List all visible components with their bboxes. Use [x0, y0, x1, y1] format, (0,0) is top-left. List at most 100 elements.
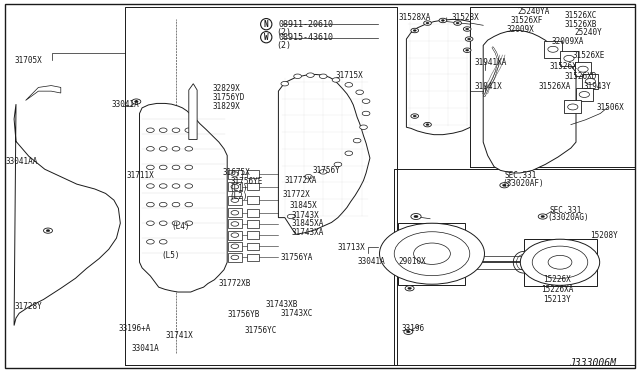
- Circle shape: [463, 27, 471, 31]
- Circle shape: [404, 329, 413, 334]
- Circle shape: [44, 228, 52, 233]
- Text: 31756YD: 31756YD: [212, 93, 245, 102]
- Circle shape: [134, 100, 138, 103]
- Circle shape: [185, 147, 193, 151]
- Text: 15226X: 15226X: [543, 275, 570, 284]
- Text: 31756YA: 31756YA: [280, 253, 313, 262]
- Text: N: N: [264, 20, 269, 29]
- Text: 31705X: 31705X: [14, 56, 42, 65]
- Circle shape: [147, 202, 154, 207]
- Circle shape: [426, 124, 429, 125]
- Circle shape: [578, 66, 588, 72]
- Text: 31772X: 31772X: [283, 190, 310, 199]
- Circle shape: [411, 114, 419, 118]
- Circle shape: [147, 165, 154, 170]
- Circle shape: [380, 223, 484, 284]
- Text: 31845XA: 31845XA: [291, 219, 324, 228]
- Text: 31526XC: 31526XC: [564, 11, 597, 20]
- Circle shape: [411, 214, 421, 219]
- Circle shape: [360, 125, 367, 129]
- Circle shape: [159, 240, 167, 244]
- Text: (L2): (L2): [229, 192, 248, 201]
- Bar: [228, 231, 242, 240]
- Text: 31526XB: 31526XB: [564, 20, 597, 29]
- Bar: [247, 170, 259, 178]
- Text: 31756YB: 31756YB: [227, 310, 260, 319]
- Text: (2): (2): [276, 41, 291, 50]
- Bar: [228, 208, 242, 217]
- Circle shape: [159, 202, 167, 207]
- Ellipse shape: [56, 211, 72, 228]
- Circle shape: [538, 214, 547, 219]
- Bar: [228, 253, 242, 262]
- Circle shape: [413, 243, 451, 264]
- Circle shape: [231, 185, 239, 189]
- Text: 29010X: 29010X: [398, 257, 426, 266]
- Circle shape: [414, 215, 418, 218]
- Text: 31941XA: 31941XA: [475, 58, 508, 67]
- Circle shape: [172, 221, 180, 225]
- Text: 31772XA: 31772XA: [285, 176, 317, 185]
- Circle shape: [362, 99, 370, 103]
- Circle shape: [548, 46, 558, 52]
- Circle shape: [231, 255, 239, 260]
- Circle shape: [463, 48, 471, 52]
- Text: (2): (2): [276, 28, 291, 37]
- Circle shape: [172, 184, 180, 188]
- Text: 33041A: 33041A: [131, 344, 159, 353]
- Circle shape: [172, 202, 180, 207]
- Circle shape: [319, 170, 327, 174]
- Text: 31743X: 31743X: [291, 211, 319, 219]
- Bar: [576, 88, 593, 101]
- Text: W: W: [264, 33, 269, 42]
- Bar: [398, 223, 465, 285]
- Circle shape: [334, 162, 342, 167]
- Text: 32009XA: 32009XA: [552, 37, 584, 46]
- Circle shape: [541, 215, 545, 218]
- Circle shape: [185, 221, 193, 225]
- Text: 15213Y: 15213Y: [543, 295, 570, 304]
- Circle shape: [394, 232, 470, 276]
- Polygon shape: [189, 84, 197, 140]
- Text: J333006M: J333006M: [569, 358, 616, 368]
- Circle shape: [172, 165, 180, 170]
- Polygon shape: [406, 19, 470, 135]
- Text: 31675X: 31675X: [223, 169, 250, 177]
- Circle shape: [159, 221, 167, 225]
- Circle shape: [502, 184, 506, 186]
- Text: 31743XB: 31743XB: [266, 300, 298, 309]
- Circle shape: [424, 21, 431, 25]
- Text: 25240YA: 25240YA: [517, 7, 550, 16]
- Text: 31528X: 31528X: [451, 13, 479, 22]
- Text: 31772XB: 31772XB: [219, 279, 252, 288]
- Text: (L5): (L5): [161, 251, 180, 260]
- Text: 31528XA: 31528XA: [398, 13, 431, 22]
- Ellipse shape: [51, 206, 77, 232]
- Circle shape: [172, 147, 180, 151]
- Circle shape: [568, 104, 578, 110]
- Text: 31526XA: 31526XA: [539, 82, 572, 91]
- Circle shape: [456, 22, 459, 24]
- Circle shape: [532, 246, 588, 278]
- Circle shape: [185, 165, 193, 170]
- Text: 25240Y: 25240Y: [575, 28, 602, 37]
- Circle shape: [147, 221, 154, 225]
- Text: SEC.331: SEC.331: [504, 171, 537, 180]
- Text: 08915-43610: 08915-43610: [278, 33, 333, 42]
- Text: 33041A: 33041A: [112, 100, 140, 109]
- Bar: [564, 100, 581, 113]
- Circle shape: [231, 222, 239, 226]
- Bar: [228, 182, 242, 191]
- Circle shape: [353, 138, 361, 143]
- Polygon shape: [278, 74, 370, 234]
- Polygon shape: [14, 104, 120, 326]
- Bar: [575, 62, 591, 76]
- Polygon shape: [483, 31, 576, 173]
- Circle shape: [362, 111, 370, 116]
- Circle shape: [46, 230, 50, 232]
- Text: 31756YC: 31756YC: [244, 326, 277, 335]
- Circle shape: [231, 244, 239, 248]
- Circle shape: [345, 83, 353, 87]
- Bar: [228, 242, 242, 251]
- Ellipse shape: [412, 253, 430, 272]
